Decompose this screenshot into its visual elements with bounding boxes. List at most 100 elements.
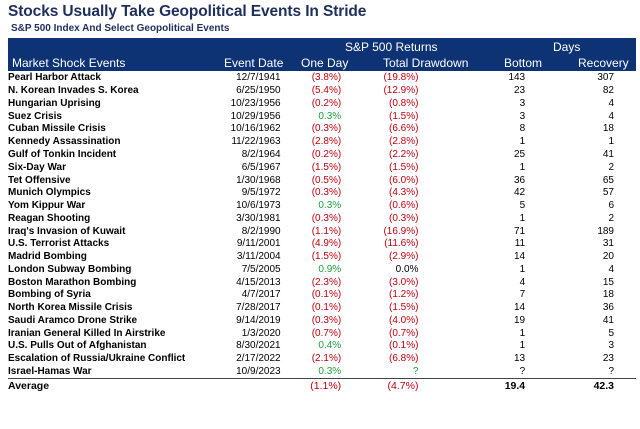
days-to-bottom-cell: 5 [519,200,526,212]
days-to-bottom-cell: 4 [519,276,526,288]
one-day-return-cell: (2.1%) [311,353,342,365]
chart-subtitle: S&P 500 Index And Select Geopolitical Ev… [11,23,230,34]
event-date-cell: 7/5/2005 [241,263,281,275]
total-drawdown-cell: (4.0%) [389,314,419,326]
total-drawdown-cell: (3.0%) [389,276,419,288]
one-day-return-cell: (0.3%) [311,123,342,135]
table-row: Hungarian Uprising 10/23/1956 (0.2%) (0.8%)… [8,98,636,111]
days-to-recovery-cell: 3 [608,340,614,352]
days-to-recovery-cell: 6 [608,200,614,212]
one-day-return-cell: (2.3%) [311,276,342,288]
one-day-return-cell: (5.4%) [311,85,342,97]
days-to-bottom-cell: 14 [514,302,526,314]
days-to-recovery-cell: 4 [608,263,614,275]
total-drawdown-cell: (0.6%) [389,200,419,212]
days-to-bottom-cell: 19 [514,314,526,326]
event-name-cell: Pearl Harbor Attack [8,72,101,84]
event-date-cell: 9/11/2001 [236,238,281,250]
table-row: Tet Offensive 1/30/1968 (0.5%) (6.0%) 36 65 [8,174,636,187]
days-to-recovery-cell: 57 [602,187,614,199]
table-row: Madrid Bombing 3/11/2004 (1.5%) (2.9%) 14 20 [8,251,636,264]
one-day-return-cell: 0.3% [318,365,342,377]
days-to-bottom-cell: 42 [514,187,526,199]
chart-title: Stocks Usually Take Geopolitical Events … [8,3,367,20]
one-day-return-cell: (1.1%) [311,225,342,237]
col-header-bottom: Bottom [504,56,543,70]
days-to-recovery-cell: ? [608,365,614,377]
event-name-cell: Cuban Missile Crisis [8,123,106,135]
event-date-cell: 11/22/1963 [231,136,281,148]
days-to-bottom-cell: 1 [519,340,526,352]
event-date-cell: 8/2/1990 [241,225,281,237]
table-row: Suez Crisis 10/29/1956 0.3% (1.5%) 3 4 [8,110,636,123]
average-label: Average [8,378,215,394]
days-to-bottom-cell: 71 [514,225,526,237]
table-row: Boston Marathon Bombing 4/15/2013 (2.3%) (3… [8,276,636,289]
days-to-recovery-cell: 18 [602,289,614,301]
table-row: North Korea Missile Crisis 7/28/2017 (0.1%… [8,302,636,315]
event-name-cell: Hungarian Uprising [8,97,101,109]
event-date-cell: 4/15/2013 [236,276,281,288]
event-name-cell: Saudi Aramco Drone Strike [8,314,138,326]
total-drawdown-cell: (1.5%) [389,302,419,314]
days-to-bottom-cell: 25 [514,148,526,160]
total-drawdown-cell: (2.9%) [389,251,419,263]
total-drawdown-cell: (0.8%) [389,97,419,109]
data-table: Pearl Harbor Attack 12/7/1941 (3.8%) (19.8%… [8,72,636,394]
days-to-bottom-cell: 1 [519,212,526,224]
total-drawdown-cell: 0.0% [395,263,419,275]
event-name-cell: Munich Olympics [8,187,91,199]
table-row: N. Korean Invades S. Korea 6/25/1950 (5.4%… [8,85,636,98]
one-day-return-cell: (0.2%) [311,148,342,160]
days-to-recovery-cell: 5 [608,327,614,339]
col-header-date: Event Date [224,56,284,70]
total-drawdown-cell: (1.2%) [389,289,419,301]
days-to-recovery-cell: 4 [608,97,614,109]
one-day-return-cell: (1.5%) [311,161,342,173]
event-date-cell: 7/28/2017 [236,302,281,314]
total-drawdown-cell: (6.6%) [389,123,419,135]
days-to-recovery-cell: 18 [602,123,614,135]
event-date-cell: 9/14/2019 [236,314,281,326]
table-row: Munich Olympics 9/5/1972 (0.3%) (4.3%) 42 57 [8,187,636,200]
group-header-returns: S&P 500 Returns [345,40,438,54]
days-to-recovery-cell: 307 [597,72,614,84]
event-date-cell: 1/30/1968 [236,174,281,186]
one-day-return-cell: (4.9%) [311,238,342,250]
days-to-recovery-cell: 82 [602,85,614,97]
days-to-bottom-cell: 143 [508,72,526,84]
days-to-recovery-cell: 4 [608,110,614,122]
table-row: Kennedy Assassination 11/22/1963 (2.8%) (2.… [8,136,636,149]
one-day-return-cell: (1.5%) [311,251,342,263]
days-to-bottom-cell: 1 [519,136,526,148]
table-row: Israel-Hamas War 10/9/2023 0.3%??? [8,366,636,379]
days-to-bottom-cell: 13 [514,353,526,365]
total-drawdown-cell: (4.3%) [389,187,419,199]
average-row: Average (1.1%) (4.7%) 19.4 42.3 [8,378,636,394]
event-name-cell: Suez Crisis [8,110,62,122]
days-to-bottom-cell: 23 [514,85,526,97]
table-row: Pearl Harbor Attack 12/7/1941 (3.8%) (19.8%… [8,72,636,85]
average-one-day-cell: (1.1%) [284,378,344,394]
event-date-cell: 4/7/2017 [241,289,281,301]
one-day-return-cell: (2.8%) [311,136,342,148]
event-name-cell: Gulf of Tonkin Incident [8,148,117,160]
event-date-cell: 8/2/1964 [241,148,281,160]
total-drawdown-cell: (0.3%) [389,212,419,224]
event-date-cell: 12/7/1941 [236,72,281,84]
col-header-one-day: One Day [301,56,349,70]
one-day-return-cell: (0.1%) [311,302,342,314]
days-to-bottom-cell: 1 [519,263,526,275]
table-row: Cuban Missile Crisis 10/16/1962 (0.3%) (6.6… [8,123,636,136]
average-date-cell [214,378,285,394]
table-row: U.S. Terrorist Attacks 9/11/2001 (4.9%) (11… [8,238,636,251]
total-drawdown-cell: (1.5%) [389,161,419,173]
average-bottom-cell: 19.4 [480,378,551,394]
days-to-recovery-cell: 36 [602,302,614,314]
total-drawdown-cell: (16.9%) [383,225,419,237]
days-to-bottom-cell: 1 [519,327,526,339]
days-to-recovery-cell: 2 [608,212,614,224]
days-to-bottom-cell: 14 [514,251,526,263]
event-name-cell: Kennedy Assassination [8,136,121,148]
